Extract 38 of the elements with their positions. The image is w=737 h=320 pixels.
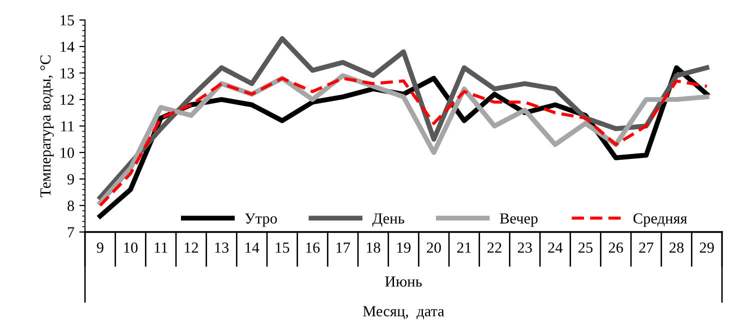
- y-tick-label: 11: [61, 121, 74, 132]
- x-tick-label: 12: [184, 242, 198, 253]
- x-tick-label: 23: [518, 242, 532, 253]
- x-tick-label: 13: [215, 242, 229, 253]
- y-tick-label: 13: [60, 68, 74, 78]
- x-tick-label: 28: [670, 242, 684, 253]
- x-tick-label: 16: [306, 242, 320, 253]
- legend-label: День: [372, 213, 404, 227]
- x-tick-label: 18: [366, 242, 380, 253]
- x-tick-label: 21: [457, 242, 471, 253]
- x-tick-label: 17: [336, 242, 350, 253]
- legend-label: Утро: [245, 213, 277, 227]
- x-tick-label: 20: [426, 242, 441, 253]
- x-tick-label: 15: [276, 242, 290, 253]
- line-series: [98, 36, 710, 200]
- x-tick-label: 24: [548, 242, 563, 253]
- y-tick-label: 12: [60, 94, 74, 105]
- legend-label: Вечер: [500, 213, 538, 227]
- y-tick-label: 15: [60, 15, 74, 26]
- text: Июнь: [385, 276, 422, 287]
- y-tick-label: 8: [68, 200, 74, 211]
- y-tick-label: 10: [60, 148, 74, 158]
- x-tick-label: 19: [397, 242, 411, 253]
- x-axis-title: Месяц, дата: [363, 306, 444, 320]
- x-tick-label: 22: [488, 242, 502, 253]
- x-tick-label: 27: [639, 242, 654, 253]
- x-tick-label: 29: [700, 242, 714, 253]
- x-tick-label: 11: [154, 242, 168, 253]
- y-tick-label: 14: [60, 42, 74, 52]
- x-tick-label: 14: [246, 242, 260, 253]
- x-tick-label: 26: [608, 242, 624, 253]
- legend-label: Средняя: [634, 213, 688, 227]
- y-tick-label: 7: [68, 227, 74, 238]
- y-axis-title: Температура воды, °С: [40, 55, 54, 198]
- x-tick-label: 25: [578, 242, 593, 253]
- x-tick-label: 9: [96, 242, 104, 253]
- y-tick-label: 9: [67, 174, 74, 184]
- x-tick-label: 10: [124, 242, 138, 253]
